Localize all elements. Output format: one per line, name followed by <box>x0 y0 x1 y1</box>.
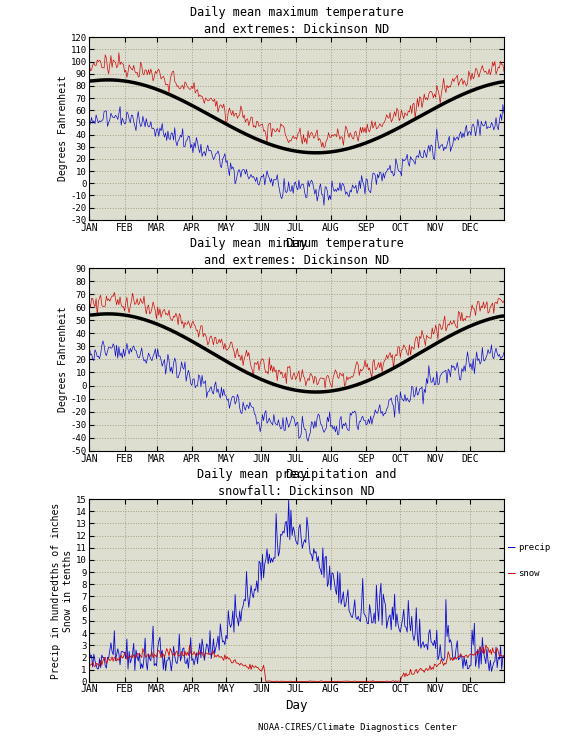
Text: precip: precip <box>518 543 551 552</box>
Text: NOAA-CIRES/Climate Diagnostics Center: NOAA-CIRES/Climate Diagnostics Center <box>257 723 457 732</box>
X-axis label: Day: Day <box>285 468 308 481</box>
Title: Daily mean maximum temperature
and extremes: Dickinson ND: Daily mean maximum temperature and extre… <box>190 6 404 36</box>
Y-axis label: Degrees Fahrenheit: Degrees Fahrenheit <box>58 76 67 181</box>
X-axis label: Day: Day <box>285 699 308 711</box>
Title: Daily mean precipitation and
snowfall: Dickinson ND: Daily mean precipitation and snowfall: D… <box>197 468 396 498</box>
X-axis label: Day: Day <box>285 237 308 250</box>
Text: —: — <box>508 541 516 554</box>
Text: snow: snow <box>518 569 540 578</box>
Y-axis label: Degrees Fahrenheit: Degrees Fahrenheit <box>58 307 67 412</box>
Text: —: — <box>508 567 516 580</box>
Y-axis label: Precip in hundredths of inches
Snow in tenths: Precip in hundredths of inches Snow in t… <box>51 502 73 679</box>
Title: Daily mean minimum temperature
and extremes: Dickinson ND: Daily mean minimum temperature and extre… <box>190 237 404 267</box>
